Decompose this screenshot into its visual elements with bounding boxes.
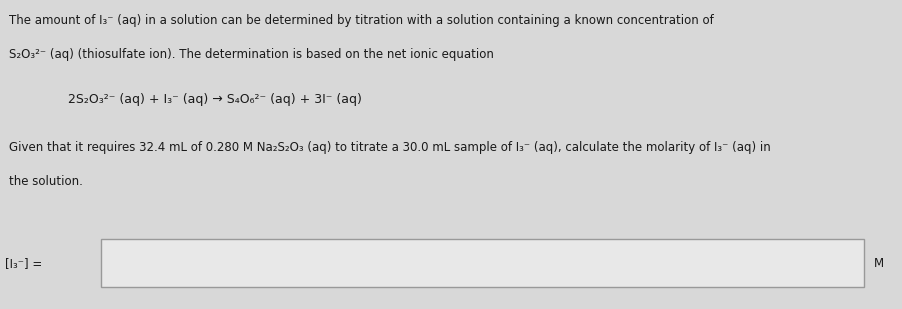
Text: The amount of I₃⁻ (aq) in a solution can be determined by titration with a solut: The amount of I₃⁻ (aq) in a solution can… [9, 14, 713, 27]
Text: [I₃⁻] =: [I₃⁻] = [5, 257, 41, 270]
Text: M: M [873, 257, 883, 270]
Text: the solution.: the solution. [9, 175, 83, 188]
Text: 2S₂O₃²⁻ (aq) + I₃⁻ (aq) → S₄O₆²⁻ (aq) + 3I⁻ (aq): 2S₂O₃²⁻ (aq) + I₃⁻ (aq) → S₄O₆²⁻ (aq) + … [68, 93, 361, 106]
Text: S₂O₃²⁻ (aq) (thiosulfate ion). The determination is based on the net ionic equat: S₂O₃²⁻ (aq) (thiosulfate ion). The deter… [9, 48, 493, 61]
FancyBboxPatch shape [101, 239, 863, 287]
Text: Given that it requires 32.4 mL of 0.280 M Na₂S₂O₃ (aq) to titrate a 30.0 mL samp: Given that it requires 32.4 mL of 0.280 … [9, 141, 770, 154]
